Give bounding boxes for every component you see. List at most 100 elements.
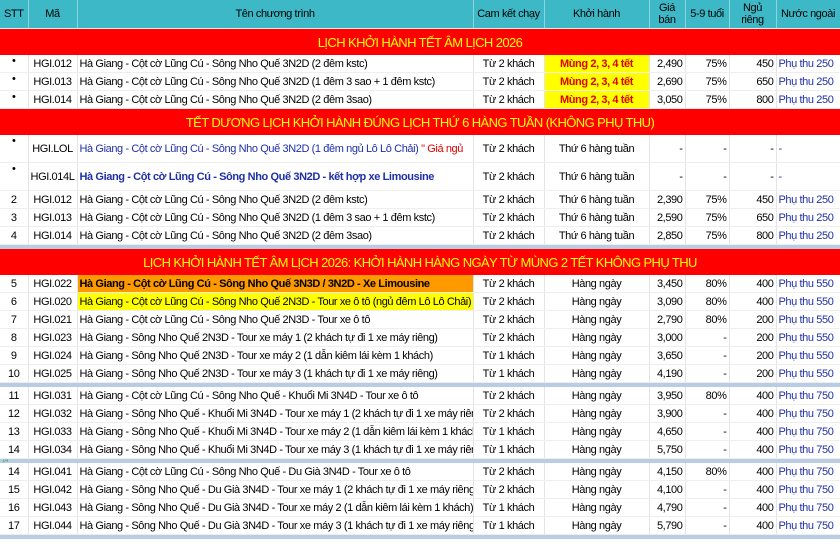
single-room-cell[interactable]: 400: [729, 404, 777, 423]
min-guests-cell[interactable]: Từ 2 khách: [473, 328, 545, 347]
code-cell[interactable]: HGI.014: [28, 90, 78, 109]
min-guests-cell[interactable]: Từ 1 khách: [473, 516, 545, 535]
child-rate-cell[interactable]: -: [685, 328, 730, 347]
departure-cell[interactable]: Hàng ngày: [544, 346, 650, 365]
single-room-cell[interactable]: 400: [729, 387, 777, 405]
min-guests-cell[interactable]: Từ 2 khách: [473, 135, 545, 163]
code-cell[interactable]: HGI.044: [28, 516, 78, 535]
child-rate-cell[interactable]: -: [685, 404, 730, 423]
header-price[interactable]: Giá bán: [649, 0, 686, 29]
min-guests-cell[interactable]: Từ 1 khách: [473, 440, 545, 459]
price-cell[interactable]: 2,390: [649, 190, 686, 209]
stt-cell[interactable]: 9: [0, 346, 29, 365]
departure-cell[interactable]: Hàng ngày: [544, 516, 650, 535]
min-guests-cell[interactable]: Từ 2 khách: [473, 387, 545, 405]
foreigner-surcharge-cell[interactable]: Phụ thu 550: [776, 328, 840, 347]
single-room-cell[interactable]: 650: [729, 72, 777, 91]
stt-cell[interactable]: 8: [0, 328, 29, 347]
program-name-cell[interactable]: Hà Giang - Cột cờ Lũng Cú - Sông Nho Quế…: [77, 292, 474, 311]
child-rate-cell[interactable]: 75%: [685, 90, 730, 109]
child-rate-cell[interactable]: 75%: [685, 226, 730, 245]
child-rate-cell[interactable]: -: [685, 516, 730, 535]
program-name-cell[interactable]: Hà Giang - Cột cờ Lũng Cú - Sông Nho Quế…: [77, 226, 474, 245]
min-guests-cell[interactable]: Từ 2 khách: [473, 404, 545, 423]
stt-cell[interactable]: 12: [0, 404, 29, 423]
price-cell[interactable]: 5,750: [649, 440, 686, 459]
departure-cell[interactable]: Hàng ngày: [544, 440, 650, 459]
program-name-cell[interactable]: Hà Giang - Cột cờ Lũng Cú - Sông Nho Quế…: [77, 275, 474, 293]
stt-cell[interactable]: 11: [0, 387, 29, 405]
child-rate-cell[interactable]: 80%: [685, 387, 730, 405]
single-room-cell[interactable]: 450: [729, 55, 777, 73]
single-room-cell[interactable]: 400: [729, 516, 777, 535]
stt-cell[interactable]: •: [0, 72, 29, 91]
min-guests-cell[interactable]: Từ 2 khách: [473, 55, 545, 73]
min-guests-cell[interactable]: Từ 2 khách: [473, 190, 545, 209]
code-cell[interactable]: HGI.042: [28, 480, 78, 499]
price-cell[interactable]: 3,900: [649, 404, 686, 423]
price-cell[interactable]: 2,790: [649, 310, 686, 329]
stt-cell[interactable]: 10: [0, 364, 29, 383]
departure-cell[interactable]: Thứ 6 hàng tuần: [544, 190, 650, 209]
program-name-cell[interactable]: Hà Giang - Sông Nho Quế 2N3D - Tour xe m…: [77, 346, 474, 365]
code-cell[interactable]: HGI.012: [28, 190, 78, 209]
code-cell[interactable]: HGI.012: [28, 55, 78, 73]
stt-cell[interactable]: 13: [0, 422, 29, 441]
departure-cell[interactable]: Hàng ngày: [544, 422, 650, 441]
header-foreigner[interactable]: Nước ngoài: [776, 0, 840, 29]
foreigner-surcharge-cell[interactable]: Phụ thu 750: [776, 480, 840, 499]
header-program-name[interactable]: Tên chương trình: [77, 0, 474, 29]
child-rate-cell[interactable]: -: [685, 440, 730, 459]
min-guests-cell[interactable]: Từ 2 khách: [473, 208, 545, 227]
child-rate-cell[interactable]: -: [685, 135, 730, 163]
stt-cell[interactable]: 2: [0, 190, 29, 209]
departure-cell[interactable]: Hàng ngày: [544, 364, 650, 383]
code-cell[interactable]: HGI.041: [28, 463, 78, 481]
code-cell[interactable]: HGI.022: [28, 275, 78, 293]
single-room-cell[interactable]: 400: [729, 422, 777, 441]
min-guests-cell[interactable]: Từ 2 khách: [473, 292, 545, 311]
departure-cell[interactable]: Hàng ngày: [544, 498, 650, 517]
program-name-cell[interactable]: Hà Giang - Cột cờ Lũng Cú - Sông Nho Quế…: [77, 72, 474, 91]
single-room-cell[interactable]: 400: [729, 292, 777, 311]
foreigner-surcharge-cell[interactable]: Phụ thu 750: [776, 422, 840, 441]
single-room-cell[interactable]: 400: [729, 440, 777, 459]
price-cell[interactable]: 4,150: [649, 463, 686, 481]
code-cell[interactable]: HGI.014: [28, 226, 78, 245]
stt-cell[interactable]: 5: [0, 275, 29, 293]
program-name-cell[interactable]: Hà Giang - Cột cờ Lũng Cú - Sông Nho Quế…: [77, 208, 474, 227]
stt-cell[interactable]: 14: [0, 440, 29, 459]
foreigner-surcharge-cell[interactable]: Phụ thu 750: [776, 440, 840, 459]
price-cell[interactable]: 2,850: [649, 226, 686, 245]
code-cell[interactable]: HGI.043: [28, 498, 78, 517]
foreigner-surcharge-cell[interactable]: Phụ thu 750: [776, 387, 840, 405]
header-single-room[interactable]: Ngủ riêng: [729, 0, 777, 29]
program-name-cell[interactable]: Hà Giang - Sông Nho Quế 2N3D - Tour xe m…: [77, 364, 474, 383]
code-cell[interactable]: HGI.014L: [28, 162, 78, 191]
code-cell[interactable]: HGI.034: [28, 440, 78, 459]
code-cell[interactable]: HGI.013: [28, 72, 78, 91]
single-room-cell[interactable]: 800: [729, 90, 777, 109]
departure-cell[interactable]: Mùng 2, 3, 4 tết: [544, 90, 650, 109]
stt-cell[interactable]: •: [0, 135, 29, 163]
stt-cell[interactable]: 6: [0, 292, 29, 311]
child-rate-cell[interactable]: 75%: [685, 208, 730, 227]
foreigner-surcharge-cell[interactable]: Phụ thu 750: [776, 404, 840, 423]
program-name-cell[interactable]: Hà Giang - Cột cờ Lũng Cú - Sông Nho Quế…: [77, 162, 474, 191]
foreigner-surcharge-cell[interactable]: Phụ thu 250: [776, 90, 840, 109]
program-name-cell[interactable]: Hà Giang - Sông Nho Quế - Khuổi Mi 3N4D …: [77, 440, 474, 459]
program-name-cell[interactable]: Hà Giang - Cột cờ Lũng Cú - Sông Nho Quế…: [77, 463, 474, 481]
program-name-cell[interactable]: Hà Giang - Cột cờ Lũng Cú - Sông Nho Quế…: [77, 135, 474, 163]
child-rate-cell[interactable]: 80%: [685, 463, 730, 481]
departure-cell[interactable]: Thứ 6 hàng tuần: [544, 208, 650, 227]
foreigner-surcharge-cell[interactable]: Phụ thu 750: [776, 463, 840, 481]
child-rate-cell[interactable]: -: [685, 346, 730, 365]
foreigner-surcharge-cell[interactable]: -: [776, 162, 840, 191]
program-name-cell[interactable]: Hà Giang - Cột cờ Lũng Cú - Sông Nho Quế…: [77, 90, 474, 109]
program-name-cell[interactable]: Hà Giang - Sông Nho Quế - Khuổi Mi 3N4D …: [77, 404, 474, 423]
single-room-cell[interactable]: 400: [729, 480, 777, 499]
price-cell[interactable]: 3,950: [649, 387, 686, 405]
min-guests-cell[interactable]: Từ 2 khách: [473, 72, 545, 91]
child-rate-cell[interactable]: -: [685, 422, 730, 441]
foreigner-surcharge-cell[interactable]: Phụ thu 550: [776, 292, 840, 311]
